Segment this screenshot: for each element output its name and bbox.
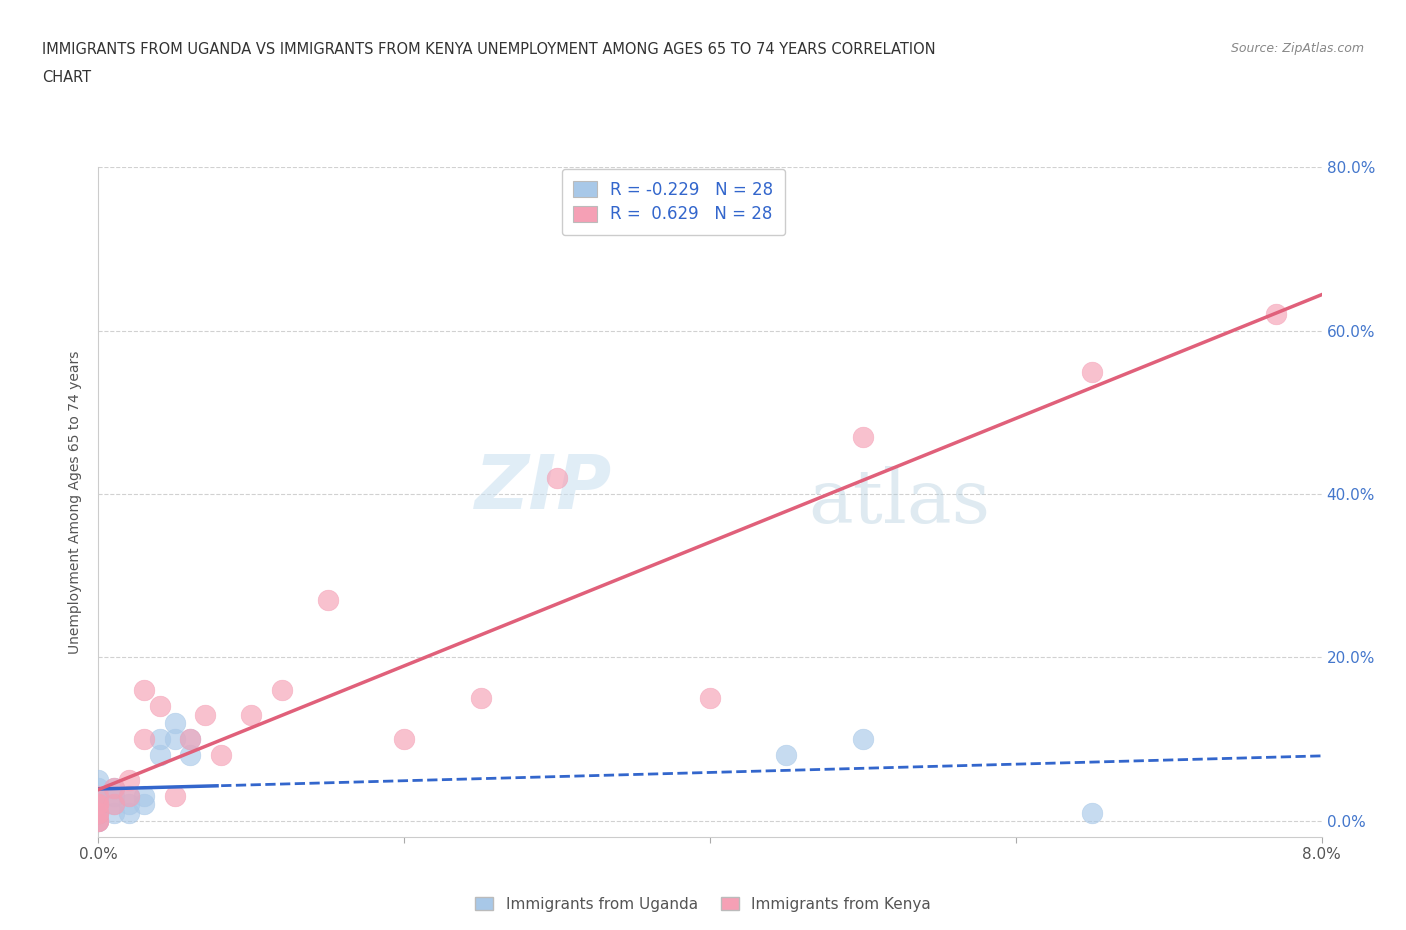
Point <box>1081 805 1104 820</box>
Point <box>87 813 110 828</box>
Point <box>87 813 110 828</box>
Point <box>209 748 232 763</box>
Text: IMMIGRANTS FROM UGANDA VS IMMIGRANTS FROM KENYA UNEMPLOYMENT AMONG AGES 65 TO 74: IMMIGRANTS FROM UGANDA VS IMMIGRANTS FRO… <box>42 42 936 57</box>
Point <box>103 805 125 820</box>
Point <box>163 789 186 804</box>
Point <box>149 699 172 714</box>
Point <box>87 789 110 804</box>
Point <box>134 683 156 698</box>
Point <box>103 797 125 812</box>
Point <box>134 797 156 812</box>
Point <box>103 780 125 795</box>
Text: CHART: CHART <box>42 70 91 85</box>
Y-axis label: Unemployment Among Ages 65 to 74 years: Unemployment Among Ages 65 to 74 years <box>69 351 83 654</box>
Point <box>270 683 294 698</box>
Text: Source: ZipAtlas.com: Source: ZipAtlas.com <box>1230 42 1364 55</box>
Point <box>163 715 186 730</box>
Legend: R = -0.229   N = 28, R =  0.629   N = 28: R = -0.229 N = 28, R = 0.629 N = 28 <box>562 169 785 235</box>
Point <box>87 805 110 820</box>
Point <box>87 813 110 828</box>
Point <box>103 780 125 795</box>
Point <box>87 813 110 828</box>
Point <box>87 797 110 812</box>
Point <box>149 732 172 747</box>
Point <box>134 789 156 804</box>
Point <box>87 789 110 804</box>
Point <box>699 691 721 706</box>
Point <box>103 797 125 812</box>
Point <box>87 797 110 812</box>
Point <box>1081 365 1104 379</box>
Point <box>149 748 172 763</box>
Point <box>392 732 416 747</box>
Point <box>87 805 110 820</box>
Point <box>194 707 217 722</box>
Legend: Immigrants from Uganda, Immigrants from Kenya: Immigrants from Uganda, Immigrants from … <box>470 890 936 918</box>
Point <box>87 805 110 820</box>
Point <box>87 805 110 820</box>
Point <box>87 797 110 812</box>
Point <box>118 789 141 804</box>
Point <box>240 707 263 722</box>
Point <box>103 789 125 804</box>
Point <box>852 732 875 747</box>
Point <box>179 732 201 747</box>
Point <box>87 773 110 788</box>
Point <box>852 430 875 445</box>
Point <box>87 780 110 795</box>
Text: atlas: atlas <box>808 466 990 538</box>
Point <box>316 592 339 607</box>
Point <box>118 789 141 804</box>
Point <box>179 732 201 747</box>
Point <box>1264 307 1286 322</box>
Point <box>134 732 156 747</box>
Point <box>118 797 141 812</box>
Point <box>775 748 797 763</box>
Point <box>470 691 492 706</box>
Point <box>118 773 141 788</box>
Text: ZIP: ZIP <box>475 452 612 525</box>
Point <box>179 748 201 763</box>
Point <box>163 732 186 747</box>
Point <box>87 797 110 812</box>
Point <box>118 805 141 820</box>
Point <box>87 789 110 804</box>
Point <box>546 471 568 485</box>
